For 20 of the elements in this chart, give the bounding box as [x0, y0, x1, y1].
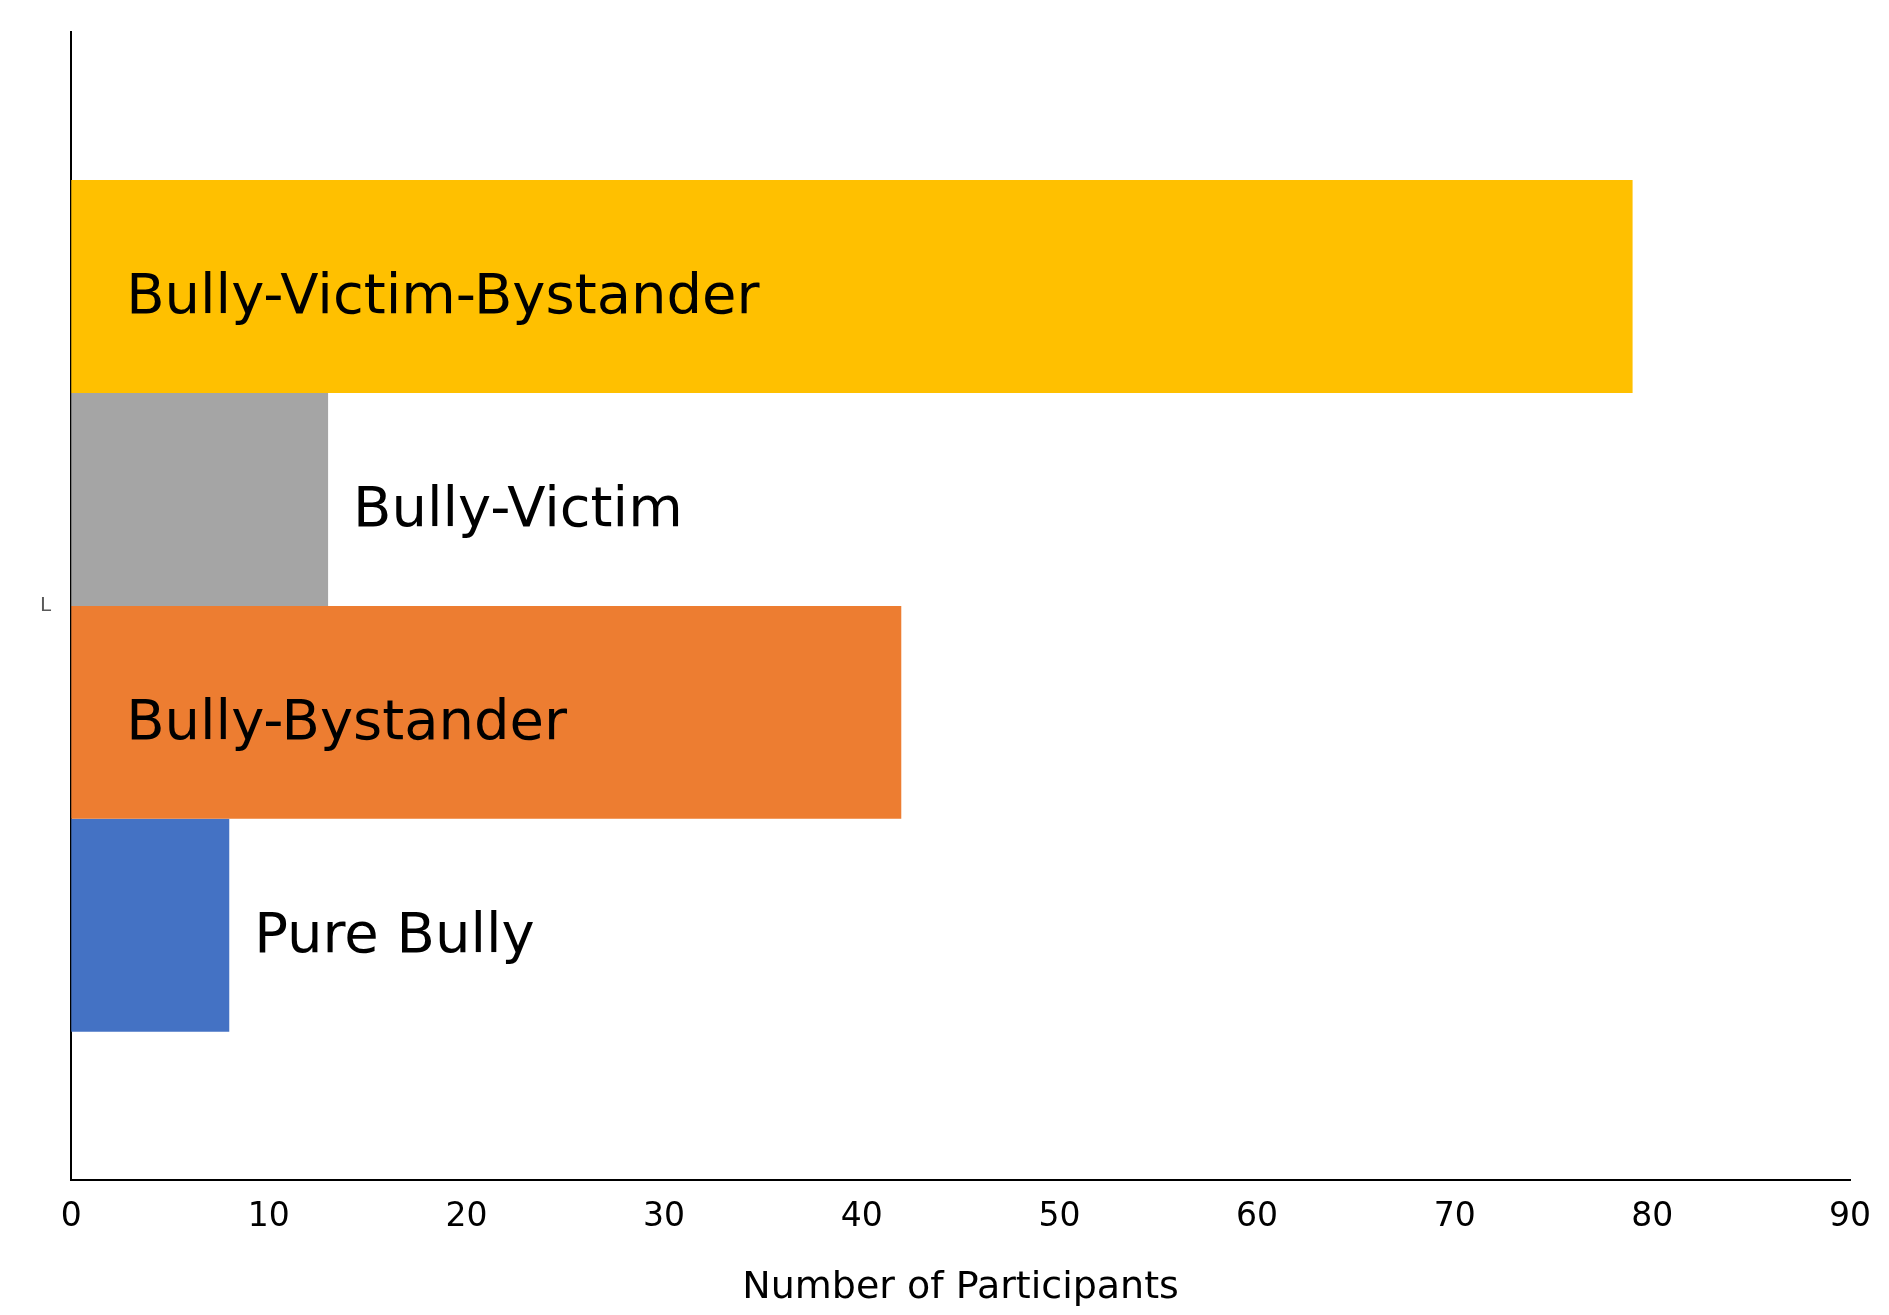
x-axis-title: Number of Participants [742, 1263, 1179, 1308]
bar [71, 392, 329, 606]
y-tick-label: L [39, 592, 52, 617]
series-label: Bully-Victim-Bystander [126, 261, 761, 327]
x-tick-label: 30 [643, 1195, 686, 1235]
bar [71, 180, 1633, 393]
x-tick-label: 20 [445, 1195, 488, 1235]
x-tick-label: 50 [1038, 1195, 1081, 1235]
bar [71, 818, 230, 1032]
x-tick-label: 80 [1631, 1195, 1674, 1235]
series-label: Bully-Bystander [126, 686, 569, 752]
x-tick-label: 90 [1829, 1195, 1871, 1235]
series-label: Pure Bully [254, 899, 535, 965]
x-tick-label: 40 [840, 1195, 883, 1235]
x-tick-label: 0 [60, 1195, 82, 1235]
bar [71, 605, 902, 819]
x-tick-label: 10 [247, 1195, 290, 1235]
series-label: Bully-Victim [353, 473, 683, 539]
x-tick-label: 60 [1236, 1195, 1279, 1235]
x-tick-label: 70 [1433, 1195, 1476, 1235]
